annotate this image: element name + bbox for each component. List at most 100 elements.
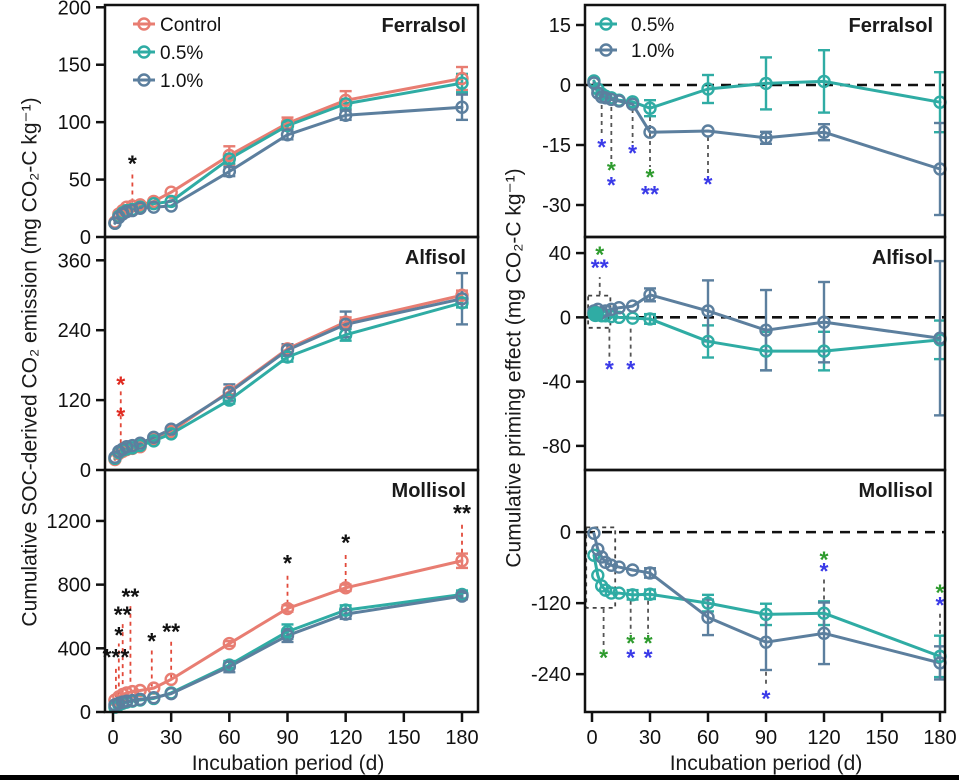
solid-cluster-point xyxy=(587,306,604,323)
data-point-Control xyxy=(280,601,295,616)
significance-star: * xyxy=(644,645,653,671)
significance-star: * xyxy=(820,546,829,572)
data-point-1.0% xyxy=(604,92,619,107)
data-point-0.5% xyxy=(222,393,237,407)
data-point-1.0% xyxy=(701,304,715,318)
data-point-0.5% xyxy=(759,607,773,622)
x-tick-label: 150 xyxy=(387,727,420,749)
data-point-1.0% xyxy=(598,91,613,105)
data-point-0.5% xyxy=(222,152,237,166)
significance-star: ** xyxy=(121,584,139,610)
data-point-1.0% xyxy=(643,566,657,580)
data-point-Control xyxy=(164,185,178,199)
y-tick-label: 100 xyxy=(58,112,91,134)
panel-title: Alfisol xyxy=(872,247,933,269)
x-tick-label: 90 xyxy=(755,727,777,749)
series-line-0.5% xyxy=(592,553,942,658)
data-point-Control xyxy=(125,684,140,699)
panel-title: Mollisol xyxy=(859,480,933,502)
significance-star: * xyxy=(936,579,945,605)
data-point-Control xyxy=(455,71,469,86)
data-point-1.0% xyxy=(133,692,147,706)
data-point-1.0% xyxy=(612,94,626,108)
x-tick-label: 120 xyxy=(807,727,840,749)
right-x-axis-label: Incubation period (d) xyxy=(669,752,863,775)
data-point-0.5% xyxy=(759,76,773,91)
data-point-1.0% xyxy=(625,97,640,111)
x-tick-label: 150 xyxy=(865,727,898,749)
panel-title: Alfisol xyxy=(405,247,466,269)
data-point-1.0% xyxy=(455,292,469,306)
x-tick-label: 90 xyxy=(276,727,298,749)
data-point-0.5% xyxy=(701,82,715,96)
data-point-1.0% xyxy=(759,323,773,337)
data-point-1.0% xyxy=(625,299,640,313)
data-point-Control xyxy=(222,636,237,651)
y-tick-label: -30 xyxy=(542,195,571,217)
y-tick-label: 1200 xyxy=(47,511,92,533)
data-point-1.0% xyxy=(119,694,134,708)
data-point-1.0% xyxy=(147,200,161,214)
significance-star: * xyxy=(644,630,653,656)
significance-star: ** xyxy=(591,255,609,281)
significance-star: * xyxy=(116,403,125,429)
significance-star: * xyxy=(626,356,635,382)
y-tick-label: 800 xyxy=(58,575,91,597)
y-tick-label: 0 xyxy=(80,460,91,482)
data-point-1.0% xyxy=(119,440,134,454)
x-tick-label: 120 xyxy=(329,727,362,749)
data-point-1.0% xyxy=(587,526,601,541)
data-point-1.0% xyxy=(759,131,773,145)
y-tick-label: 40 xyxy=(549,243,571,265)
bottom-divider-bar xyxy=(0,775,959,780)
data-point-Control xyxy=(164,672,178,687)
data-point-1.0% xyxy=(164,686,178,701)
data-point-0.5% xyxy=(643,587,657,601)
y-tick-label: 50 xyxy=(69,170,91,192)
dashed-highlight-box xyxy=(585,526,617,609)
data-point-1.0% xyxy=(133,201,147,215)
legend-marker-circle xyxy=(599,43,613,57)
data-point-0.5% xyxy=(817,606,831,620)
significance-star: * xyxy=(128,150,137,176)
legend-marker-circle xyxy=(137,73,151,87)
significance-star: * xyxy=(607,172,616,198)
data-point-1.0% xyxy=(625,563,640,577)
y-tick-label: 120 xyxy=(58,390,91,412)
data-point-0.5% xyxy=(759,344,773,358)
data-point-1.0% xyxy=(133,436,147,450)
y-tick-label: -40 xyxy=(542,372,571,394)
panel-soc-emission-alfisol: * * 0 120 240 360 Alfisol xyxy=(58,235,480,482)
legend-label: 1.0% xyxy=(160,71,203,92)
significance-star: * xyxy=(597,134,606,160)
data-point-Control xyxy=(455,554,469,568)
y-tick-label: 150 xyxy=(58,55,91,77)
legend-label: Control xyxy=(160,15,221,36)
data-point-1.0% xyxy=(701,124,715,138)
significance-star: * xyxy=(626,645,635,671)
data-point-1.0% xyxy=(119,205,134,219)
data-point-1.0% xyxy=(222,385,237,400)
x-tick-label: 0 xyxy=(586,727,597,749)
data-point-1.0% xyxy=(147,690,161,705)
data-point-0.5% xyxy=(280,350,295,364)
dashed-highlight-box xyxy=(587,294,612,329)
data-point-1.0% xyxy=(612,560,626,574)
significance-star: *** xyxy=(102,644,129,670)
significance-star: * xyxy=(704,171,713,197)
data-point-0.5% xyxy=(338,603,353,617)
data-point-1.0% xyxy=(643,288,657,302)
data-point-1.0% xyxy=(604,558,619,572)
significance-star: * xyxy=(599,645,608,671)
significance-star: * xyxy=(936,592,945,618)
data-point-1.0% xyxy=(280,343,295,357)
data-point-0.5% xyxy=(604,586,619,600)
y-tick-label: 15 xyxy=(549,15,571,37)
data-point-1.0% xyxy=(817,626,831,641)
significance-star: * xyxy=(114,622,123,648)
y-tick-label: 240 xyxy=(58,320,91,342)
